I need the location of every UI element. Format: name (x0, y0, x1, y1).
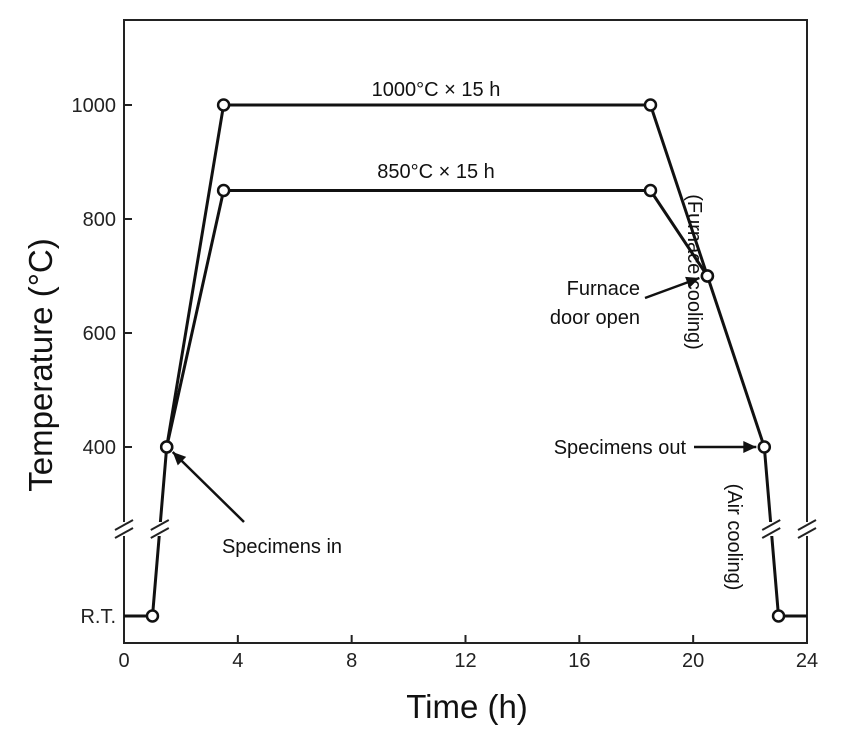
line-break-gap-heating (150, 522, 169, 536)
arrow-door-open-head (685, 276, 700, 289)
x-tick-label-20: 20 (682, 650, 704, 672)
annotation-air-cooling: (Air cooling) (723, 484, 745, 591)
series-0-point-4 (643, 98, 658, 112)
arrow-specimens-in-head (172, 452, 187, 466)
x-tick-label-4: 4 (232, 650, 243, 672)
y-tick-label-600: 600 (83, 323, 116, 345)
x-tick-label-12: 12 (454, 650, 476, 672)
y-axis-title: Temperature (°C) (22, 238, 59, 491)
series-0-point-1 (145, 609, 160, 623)
series-1-point-1 (216, 183, 231, 198)
annotation-1000c-hold: 1000°C × 15 h (372, 79, 501, 101)
series-1-line (165, 189, 709, 448)
series-0-point-7 (771, 609, 786, 623)
line-break-mark-cooling-b (761, 527, 781, 539)
arrow-specimens-out-head (743, 441, 757, 453)
annotation-door-open-line1: Furnace (567, 278, 640, 300)
axis-break-mark-right-a (797, 519, 817, 531)
x-tick-label-24: 24 (796, 650, 818, 672)
series-1-point-3 (700, 269, 715, 283)
line-break-mark-heating-a (150, 519, 170, 531)
x-tick-label-8: 8 (346, 650, 357, 672)
series-0-point-3 (216, 98, 231, 112)
x-tick-label-16: 16 (568, 650, 590, 672)
y-tick-label-1000: 1000 (72, 95, 117, 117)
annotation-specimens-out: Specimens out (554, 437, 687, 459)
series-1-point-2 (643, 183, 658, 198)
x-axis-title: Time (h) (406, 688, 528, 725)
annotation-specimens-in: Specimens in (222, 536, 342, 558)
y-tick-label-400: 400 (83, 437, 116, 459)
y-tick-label-800: 800 (83, 209, 116, 231)
annotation-850c-hold: 850°C × 15 h (377, 161, 495, 183)
line-break-gap-cooling (762, 522, 781, 536)
arrow-specimens-in-shaft (171, 451, 245, 523)
series-0-point-6 (757, 440, 772, 454)
series-1-point-0 (159, 440, 174, 454)
x-tick-label-0: 0 (118, 650, 129, 672)
annotation-door-open-line2: door open (550, 307, 640, 329)
y-tick-label-R.T.: R.T. (80, 606, 116, 628)
annotation-furnace-cooling: (Furnace cooling) (683, 194, 705, 350)
axis-break-mark-left-b (114, 527, 134, 539)
axis-break-gap-left (115, 522, 133, 536)
axis-break-gap-right (798, 522, 816, 536)
plot-area: 0 4 8 12 16 20 24 R.T. 400 600 800 1000 (72, 19, 818, 672)
line-break-mark-cooling-a (761, 519, 781, 531)
axis-break-mark-right-b (797, 527, 817, 539)
axis-break-mark-left-a (114, 519, 134, 531)
line-break-mark-heating-b (150, 527, 170, 539)
